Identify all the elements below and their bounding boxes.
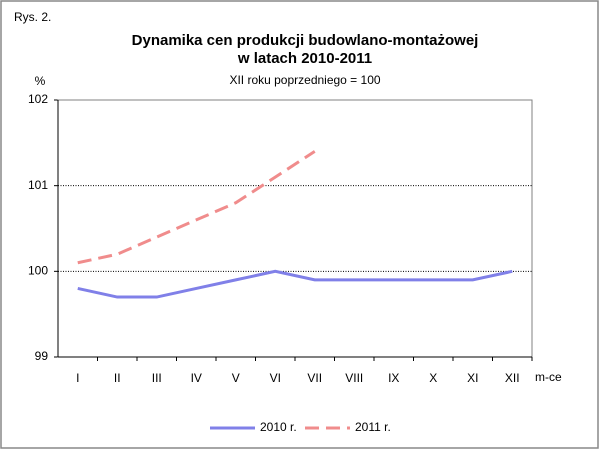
chart-title: Dynamika cen produkcji budowlano-montażo… xyxy=(132,32,479,49)
legend-label: 2011 r. xyxy=(355,420,391,434)
chart-subtitle: XII roku poprzedniego = 100 xyxy=(229,73,380,87)
y-axis-label: % xyxy=(35,74,46,88)
x-tick-label: X xyxy=(429,371,437,385)
x-tick-label: XI xyxy=(467,371,478,385)
x-tick-label: IX xyxy=(388,371,399,385)
x-tick-label: III xyxy=(152,371,162,385)
x-tick-label: V xyxy=(232,371,240,385)
y-tick-label: 99 xyxy=(35,349,49,363)
x-tick-label: II xyxy=(114,371,121,385)
x-tick-label: XII xyxy=(505,371,520,385)
x-tick-label: IV xyxy=(191,371,202,385)
chart-title: w latach 2010-2011 xyxy=(237,50,372,67)
x-tick-label: VIII xyxy=(345,371,363,385)
y-tick-label: 100 xyxy=(28,264,48,278)
x-axis-label: m-ce xyxy=(535,370,562,384)
x-tick-label: VI xyxy=(270,371,281,385)
y-tick-label: 101 xyxy=(28,178,48,192)
series-line xyxy=(77,150,316,265)
y-tick-label: 102 xyxy=(28,92,48,106)
x-tick-label: VII xyxy=(307,371,322,385)
x-tick-label: I xyxy=(76,371,79,385)
series-line xyxy=(77,269,513,299)
figure-label: Rys. 2. xyxy=(14,10,51,24)
legend-label: 2010 r. xyxy=(260,420,297,434)
